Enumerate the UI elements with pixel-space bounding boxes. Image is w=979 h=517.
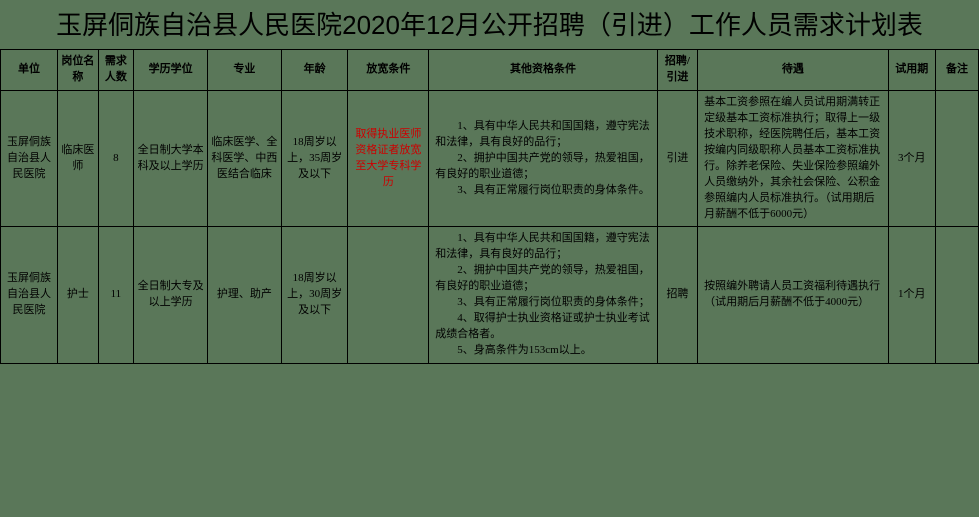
cell-count: 8 — [98, 90, 134, 227]
header-treatment: 待遇 — [698, 50, 888, 91]
cell-unit: 玉屏侗族自治县人民医院 — [1, 227, 58, 364]
header-age: 年龄 — [281, 50, 348, 91]
cell-probation: 1个月 — [888, 227, 936, 364]
cell-type: 引进 — [657, 90, 697, 227]
cell-position: 临床医师 — [58, 90, 98, 227]
cell-relax: 取得执业医师资格证者放宽至大学专科学历 — [348, 90, 429, 227]
cell-education: 全日制大学本科及以上学历 — [134, 90, 208, 227]
header-note: 备注 — [936, 50, 979, 91]
page-title: 玉屏侗族自治县人民医院2020年12月公开招聘（引进）工作人员需求计划表 — [0, 0, 979, 49]
cell-probation: 3个月 — [888, 90, 936, 227]
cell-note — [936, 90, 979, 227]
cell-major: 临床医学、全科医学、中西医结合临床 — [208, 90, 282, 227]
header-type: 招聘/引进 — [657, 50, 697, 91]
cell-position: 护士 — [58, 227, 98, 364]
header-probation: 试用期 — [888, 50, 936, 91]
recruitment-table: 单位 岗位名称 需求人数 学历学位 专业 年龄 放宽条件 其他资格条件 招聘/引… — [0, 49, 979, 364]
cell-relax — [348, 227, 429, 364]
header-position: 岗位名称 — [58, 50, 98, 91]
cell-unit: 玉屏侗族自治县人民医院 — [1, 90, 58, 227]
cell-count: 11 — [98, 227, 134, 364]
cell-note — [936, 227, 979, 364]
cell-education: 全日制大专及以上学历 — [134, 227, 208, 364]
cell-other: 1、具有中华人民共和国国籍，遵守宪法和法律，具有良好的品行； 2、拥护中国共产党… — [429, 227, 657, 364]
cell-age: 18周岁以上，35周岁及以下 — [281, 90, 348, 227]
header-unit: 单位 — [1, 50, 58, 91]
header-other: 其他资格条件 — [429, 50, 657, 91]
table-row: 玉屏侗族自治县人民医院护士11全日制大专及以上学历护理、助产18周岁以上，30周… — [1, 227, 979, 364]
cell-major: 护理、助产 — [208, 227, 282, 364]
header-major: 专业 — [208, 50, 282, 91]
cell-treatment: 按照编外聘请人员工资福利待遇执行（试用期后月薪酬不低于4000元） — [698, 227, 888, 364]
cell-type: 招聘 — [657, 227, 697, 364]
table-row: 玉屏侗族自治县人民医院临床医师8全日制大学本科及以上学历临床医学、全科医学、中西… — [1, 90, 979, 227]
cell-treatment: 基本工资参照在编人员试用期满转正定级基本工资标准执行；取得上一级技术职称，经医院… — [698, 90, 888, 227]
cell-age: 18周岁以上，30周岁及以下 — [281, 227, 348, 364]
header-relax: 放宽条件 — [348, 50, 429, 91]
header-count: 需求人数 — [98, 50, 134, 91]
header-education: 学历学位 — [134, 50, 208, 91]
cell-other: 1、具有中华人民共和国国籍，遵守宪法和法律，具有良好的品行； 2、拥护中国共产党… — [429, 90, 657, 227]
header-row: 单位 岗位名称 需求人数 学历学位 专业 年龄 放宽条件 其他资格条件 招聘/引… — [1, 50, 979, 91]
